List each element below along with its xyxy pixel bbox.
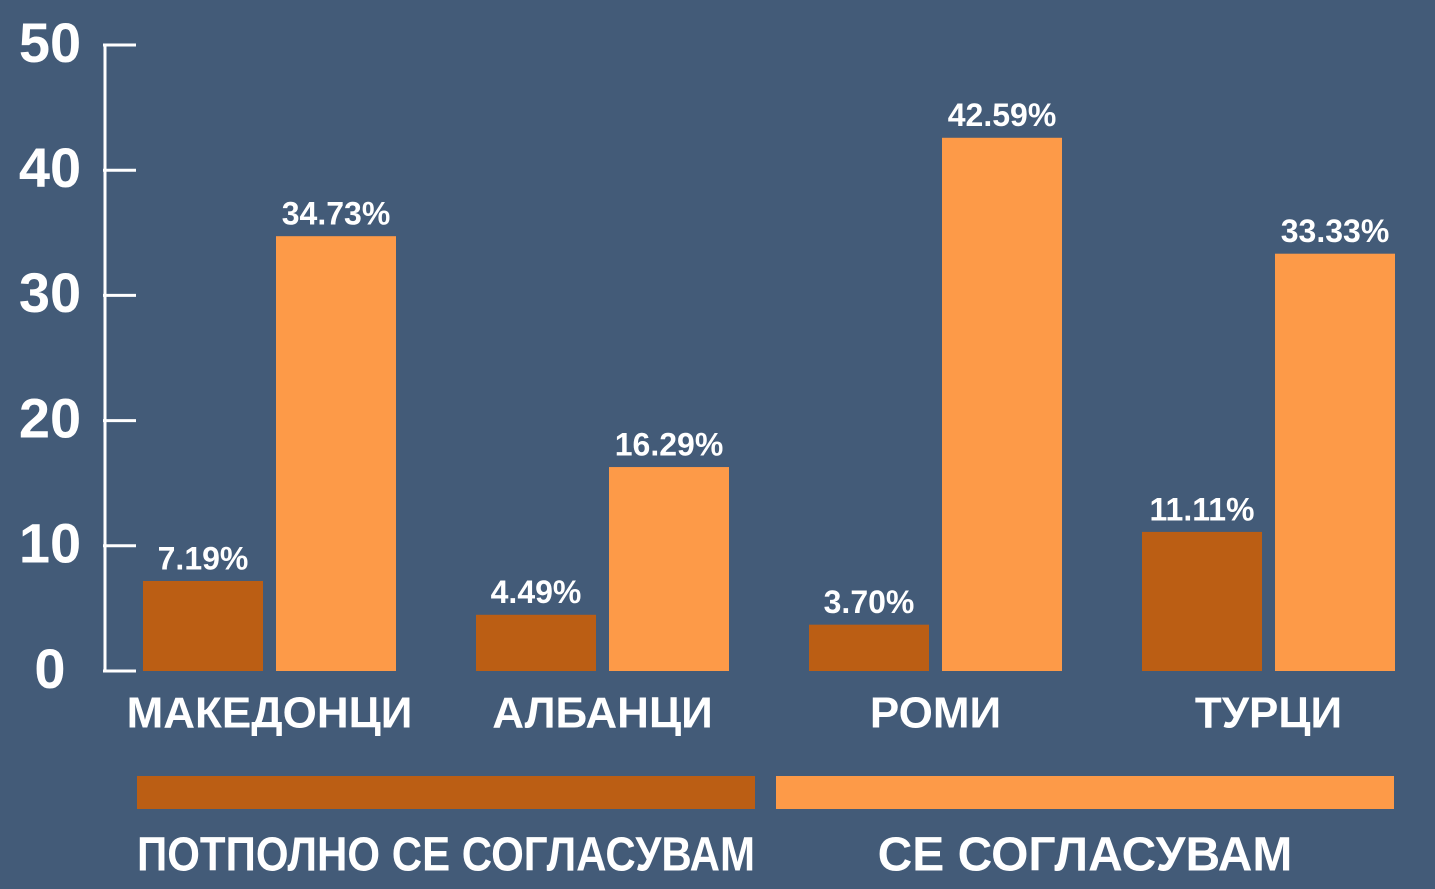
y-tick-label: 0	[34, 637, 65, 700]
value-label: 4.49%	[491, 574, 582, 610]
legend-swatch	[776, 776, 1394, 809]
y-tick-label: 40	[19, 136, 81, 199]
bar	[1142, 531, 1262, 671]
value-label: 3.70%	[824, 584, 915, 620]
value-label: 11.11%	[1150, 491, 1255, 527]
bar	[476, 614, 596, 671]
legend-label: ПОТПОЛНО СЕ СОГЛАСУВАМ	[137, 829, 755, 882]
bar	[1275, 253, 1395, 671]
bar	[942, 137, 1062, 671]
y-tick-label: 30	[19, 261, 81, 324]
y-tick-label: 10	[19, 512, 81, 575]
value-label: 42.59%	[948, 97, 1057, 133]
x-tick-label: РОМИ	[870, 689, 1001, 738]
y-tick-label: 50	[19, 11, 81, 74]
value-label: 33.33%	[1281, 213, 1390, 249]
value-label: 7.19%	[158, 540, 249, 576]
bar	[143, 580, 263, 671]
value-label: 16.29%	[615, 427, 724, 463]
bar	[809, 624, 929, 671]
bar	[276, 236, 396, 671]
x-tick-label: МАКЕДОНЦИ	[127, 689, 413, 738]
x-tick-label: АЛБАНЦИ	[492, 689, 712, 738]
y-tick-label: 20	[19, 386, 81, 449]
x-tick-label: ТУРЦИ	[1195, 689, 1342, 738]
legend-label: СЕ СОГЛАСУВАМ	[878, 829, 1293, 882]
bar	[609, 467, 729, 671]
value-label: 34.73%	[282, 196, 391, 232]
legend-swatch	[137, 776, 755, 809]
